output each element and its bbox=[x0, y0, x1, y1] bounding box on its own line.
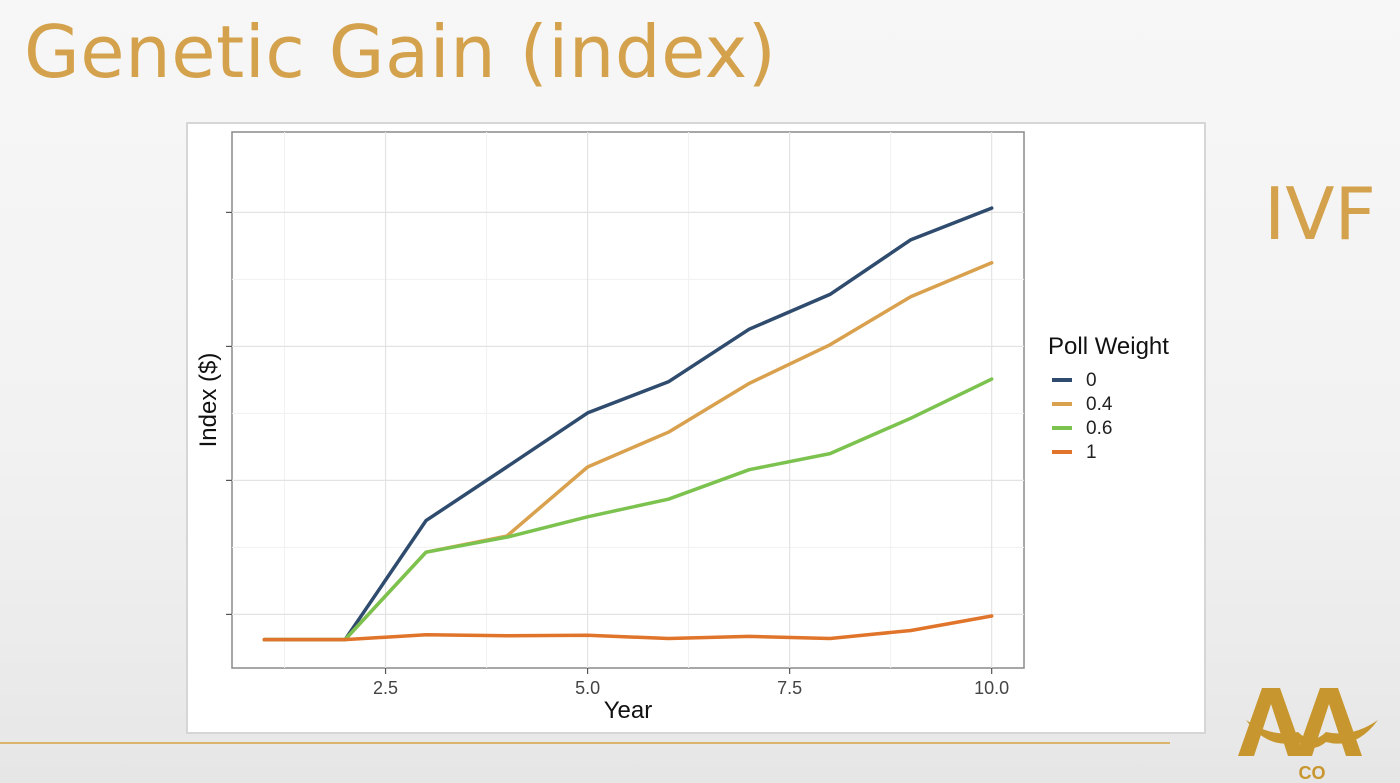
side-label-ivf: IVF bbox=[1264, 172, 1376, 256]
legend-label: 0.4 bbox=[1086, 394, 1113, 415]
x-axis-label: Year bbox=[604, 697, 653, 724]
x-tick-label: 10.0 bbox=[974, 678, 1009, 698]
x-tick-label: 2.5 bbox=[373, 678, 398, 698]
y-axis bbox=[226, 211, 232, 615]
slide-title: Genetic Gain (index) bbox=[24, 10, 777, 94]
legend-label: 1 bbox=[1086, 442, 1097, 463]
x-tick-label: 7.5 bbox=[777, 678, 802, 698]
grid-lines bbox=[232, 132, 1024, 668]
footer-divider bbox=[0, 742, 1170, 744]
series-line-1 bbox=[262, 614, 994, 642]
y-axis-label: Index ($) bbox=[195, 353, 222, 448]
legend-title: Poll Weight bbox=[1048, 333, 1169, 360]
company-logo: CO bbox=[1238, 688, 1378, 783]
legend-label: 0.6 bbox=[1086, 418, 1112, 439]
line-chart: 2.5 5.0 7.5 10.0 Year Index ($) Poll Weight… bbox=[195, 131, 1169, 724]
series-line-0 bbox=[262, 206, 994, 642]
chart-frame: 2.5 5.0 7.5 10.0 Year Index ($) Poll Weight… bbox=[186, 122, 1206, 734]
series-line-0-6 bbox=[262, 377, 994, 642]
legend-label: 0 bbox=[1086, 370, 1097, 391]
legend: Poll Weight 0 0.4 0.6 1 bbox=[1048, 333, 1169, 463]
logo-subtext: CO bbox=[1299, 763, 1326, 783]
series-lines bbox=[262, 206, 994, 642]
x-tick-label: 5.0 bbox=[575, 678, 600, 698]
plot-background bbox=[231, 131, 1025, 669]
x-axis: 2.5 5.0 7.5 10.0 bbox=[373, 668, 1009, 698]
